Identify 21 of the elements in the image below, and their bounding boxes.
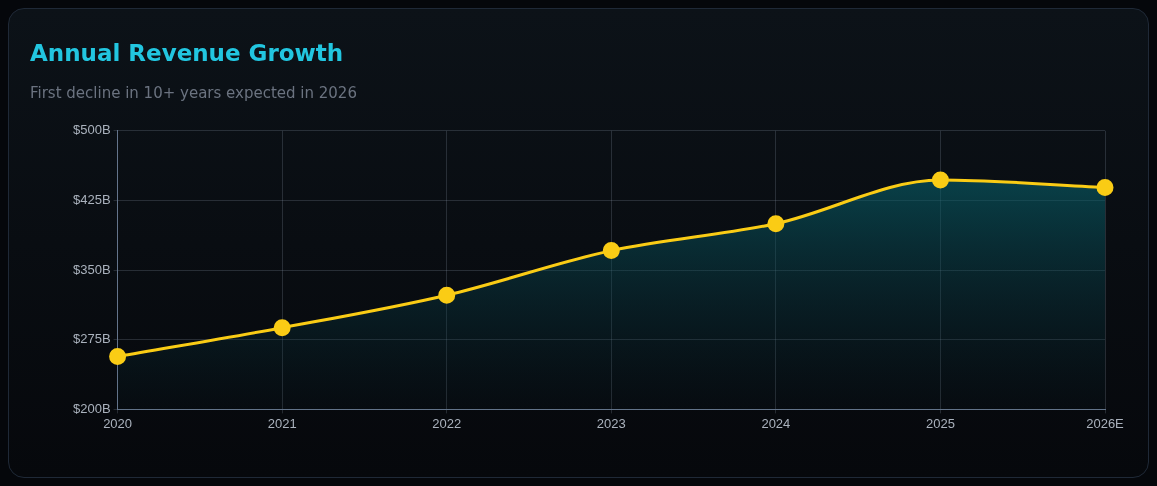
point — [767, 215, 785, 233]
point — [931, 171, 949, 189]
y-tick-label: $425B — [73, 192, 111, 208]
x-tick-label: 2024 — [761, 415, 791, 431]
y-tick-label: $350B — [73, 261, 111, 277]
y-tick-label: $200B — [73, 400, 111, 416]
chart-subtitle: First decline in 10+ years expected in 2026 — [30, 84, 357, 102]
x-tick-label: 2021 — [267, 415, 297, 431]
x-tick-label: 2020 — [103, 415, 133, 431]
chart-title: Annual Revenue Growth — [30, 40, 344, 66]
x-tick-label: 2026E — [1086, 415, 1125, 431]
x-tick-label: 2022 — [432, 415, 462, 431]
x-tick-label: 2025 — [925, 415, 955, 431]
x-tick-label: 2023 — [596, 415, 626, 431]
point — [1096, 178, 1114, 196]
point — [109, 347, 127, 365]
y-tick-label: $500B — [73, 122, 111, 138]
point — [273, 319, 291, 337]
point — [438, 286, 456, 304]
y-tick-label: $275B — [73, 331, 111, 347]
point — [602, 242, 620, 260]
